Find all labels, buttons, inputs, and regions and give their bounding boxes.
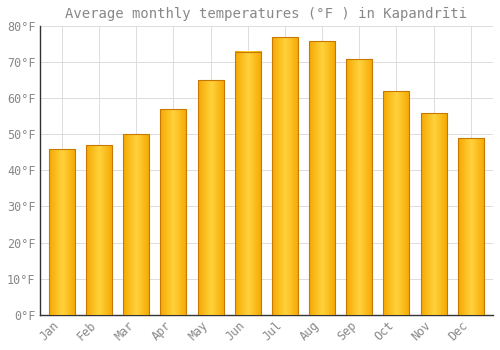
- Bar: [384, 91, 409, 315]
- Bar: [234, 51, 261, 315]
- Bar: [458, 138, 484, 315]
- Bar: [160, 109, 186, 315]
- Bar: [198, 80, 224, 315]
- Bar: [272, 37, 298, 315]
- Bar: [86, 145, 112, 315]
- Bar: [346, 59, 372, 315]
- Bar: [309, 41, 335, 315]
- Bar: [420, 113, 446, 315]
- Title: Average monthly temperatures (°F ) in Kapandrīti: Average monthly temperatures (°F ) in Ka…: [66, 7, 468, 21]
- Bar: [49, 149, 75, 315]
- Bar: [123, 134, 150, 315]
